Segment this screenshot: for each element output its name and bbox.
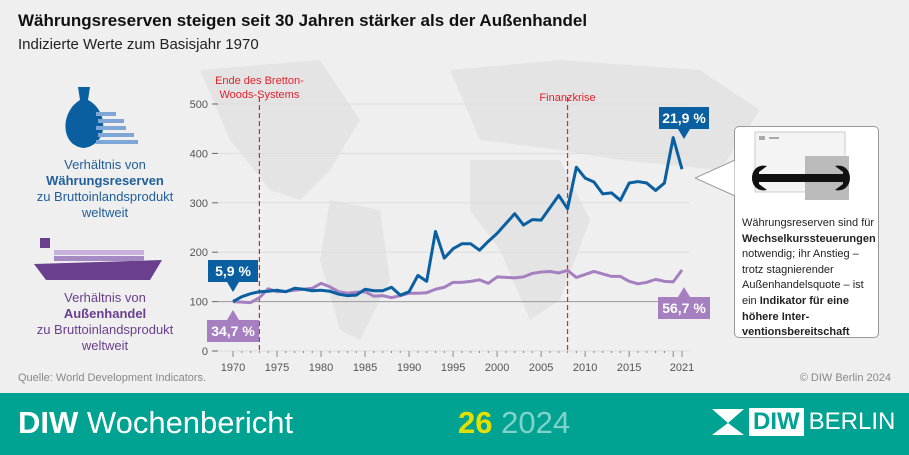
series-line-reserves bbox=[232, 136, 684, 303]
reserves-label-post: zu Bruttoinlandsprodukt weltweit bbox=[36, 189, 174, 220]
x-tick-label: 1985 bbox=[353, 362, 377, 374]
wrench-icon bbox=[695, 131, 850, 200]
source-note: Quelle: World Development Indicators. bbox=[18, 372, 207, 384]
annotation-label: Finanzkrise bbox=[539, 92, 595, 104]
issue-number: 26 2024 bbox=[458, 405, 570, 441]
x-tick-label: 1980 bbox=[309, 362, 333, 374]
cargo-ship-icon bbox=[34, 238, 162, 280]
y-tick-label: 200 bbox=[190, 247, 208, 259]
diw-logo-mark-icon bbox=[712, 409, 744, 435]
callout-b2: Indikator für eine höhere Inter­ventions… bbox=[742, 294, 850, 339]
y-tick-label: 100 bbox=[190, 297, 208, 309]
brand-bold: DIW bbox=[18, 405, 79, 440]
y-tick-label: 400 bbox=[190, 148, 208, 160]
badge-pointer bbox=[227, 282, 239, 292]
y-tick-label: 300 bbox=[190, 198, 208, 210]
reserves-label-bold: Währungsreserven bbox=[46, 173, 164, 188]
line-chart: 0 100 200 300 400 500 1970 1975 1980 1985 1990 1995… bbox=[190, 75, 710, 374]
callout-text: Währungsreserven sind für Wechselkursste… bbox=[742, 216, 876, 341]
annotation-label: Woods-Systems bbox=[219, 89, 299, 101]
callout-b1: Wechselkurssteuer­ungen bbox=[742, 232, 876, 245]
diw-logo: DIW BERLIN bbox=[712, 408, 895, 436]
logo-text: BERLIN bbox=[808, 408, 896, 435]
trade-label-pre: Verhältnis von bbox=[64, 290, 146, 305]
issue-year: 2024 bbox=[501, 405, 571, 440]
y-tick-label: 500 bbox=[190, 99, 208, 111]
publication-name: DIW Wochenbericht bbox=[18, 405, 293, 441]
x-tick-label: 2005 bbox=[529, 362, 553, 374]
money-bag-icon bbox=[65, 87, 138, 148]
chart-title: Währungsreserven steigen seit 30 Jahren … bbox=[18, 11, 588, 30]
badge-pointer bbox=[227, 310, 239, 320]
logo-box: DIW bbox=[749, 408, 804, 436]
badge-label: 56,7 % bbox=[662, 300, 706, 316]
chart-subtitle: Indizierte Werte zum Basisjahr 1970 bbox=[18, 36, 259, 53]
badge-pointer bbox=[678, 287, 690, 297]
trade-label: Verhältnis von Außenhandel zu Bruttoinla… bbox=[20, 290, 190, 354]
callout-t2: notwendig; ihr Anstieg – trotz stagnie­r… bbox=[742, 248, 864, 307]
x-tick-label: 1995 bbox=[441, 362, 465, 374]
trade-label-bold: Außenhandel bbox=[63, 306, 147, 321]
issue: 26 bbox=[458, 405, 493, 440]
badge-label: 34,7 % bbox=[211, 323, 255, 339]
badge-label: 21,9 % bbox=[662, 110, 706, 126]
brand-name: Wochenbericht bbox=[86, 405, 294, 440]
x-tick-label: 2010 bbox=[573, 362, 597, 374]
x-tick-label: 1970 bbox=[221, 362, 245, 374]
series-line-trade bbox=[232, 268, 684, 305]
y-tick-label: 0 bbox=[202, 346, 208, 358]
reserves-label: Verhältnis von Währungsreserven zu Brutt… bbox=[20, 157, 190, 221]
badge-label: 5,9 % bbox=[215, 263, 251, 279]
badge-pointer bbox=[678, 129, 690, 139]
value-badge bbox=[659, 107, 709, 129]
callout-t1: Währungsreserven sind für bbox=[742, 217, 875, 229]
x-tick-label: 2015 bbox=[617, 362, 641, 374]
copyright: © DIW Berlin 2024 bbox=[799, 372, 891, 384]
x-tick-label: 1975 bbox=[265, 362, 289, 374]
value-badge bbox=[658, 297, 710, 319]
reserves-label-pre: Verhältnis von bbox=[64, 157, 146, 172]
value-badge bbox=[207, 320, 259, 342]
x-tick-label: 2000 bbox=[485, 362, 509, 374]
x-tick-label: 1990 bbox=[397, 362, 421, 374]
trade-label-post: zu Bruttoinlandsprodukt weltweit bbox=[36, 322, 174, 353]
annotation-label: Ende des Bretton- bbox=[215, 75, 304, 87]
value-badge bbox=[208, 260, 258, 282]
x-tick-label: 2021 bbox=[670, 362, 694, 374]
